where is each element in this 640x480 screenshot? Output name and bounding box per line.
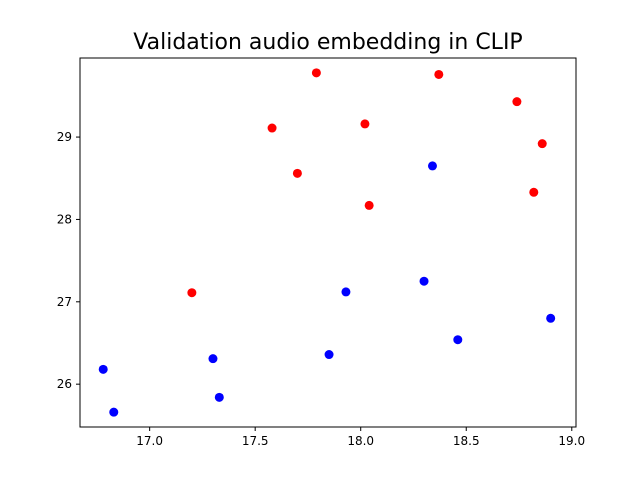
- x-tick-label: 17.0: [136, 434, 163, 448]
- scatter-point-series-2: [109, 407, 119, 417]
- scatter-point-series-2: [208, 354, 218, 364]
- scatter-point-series-1: [267, 123, 277, 133]
- chart-title: Validation audio embedding in CLIP: [133, 30, 522, 55]
- scatter-point-series-1: [529, 187, 539, 197]
- y-tick-label: 26: [57, 377, 72, 391]
- x-tick-label: 17.5: [242, 434, 269, 448]
- scatter-point-series-2: [427, 161, 437, 171]
- scatter-point-series-2: [546, 313, 556, 323]
- y-tick-label: 28: [57, 212, 72, 226]
- scatter-point-series-2: [214, 392, 224, 402]
- scatter-point-series-2: [453, 335, 463, 345]
- scatter-point-series-2: [324, 350, 334, 360]
- scatter-point-series-2: [98, 364, 108, 374]
- x-tick-label: 18.5: [453, 434, 480, 448]
- x-tick-label: 18.0: [347, 434, 374, 448]
- x-axis-ticks: 17.0 17.5 18.0 18.5 19.0: [136, 427, 585, 448]
- scatter-point-series-1: [360, 119, 370, 129]
- scatter-point-series-1: [537, 139, 547, 149]
- scatter-point-series-1: [292, 168, 302, 178]
- x-tick-label: 19.0: [558, 434, 585, 448]
- scatter-point-series-1: [364, 200, 374, 210]
- scatter-point-series-1: [512, 97, 522, 107]
- y-tick-label: 27: [57, 295, 72, 309]
- scatter-point-series-2: [341, 287, 351, 297]
- scatter-point-series-2: [419, 276, 429, 286]
- scatter-point-series-1: [434, 69, 444, 79]
- scatter-point-series-1: [311, 68, 321, 78]
- y-tick-label: 29: [57, 130, 72, 144]
- y-axis-ticks: 26 27 28 29: [57, 130, 80, 391]
- scatter-point-series-1: [187, 288, 197, 298]
- plot-area-frame: [79, 57, 577, 428]
- scatter-points: [98, 68, 556, 417]
